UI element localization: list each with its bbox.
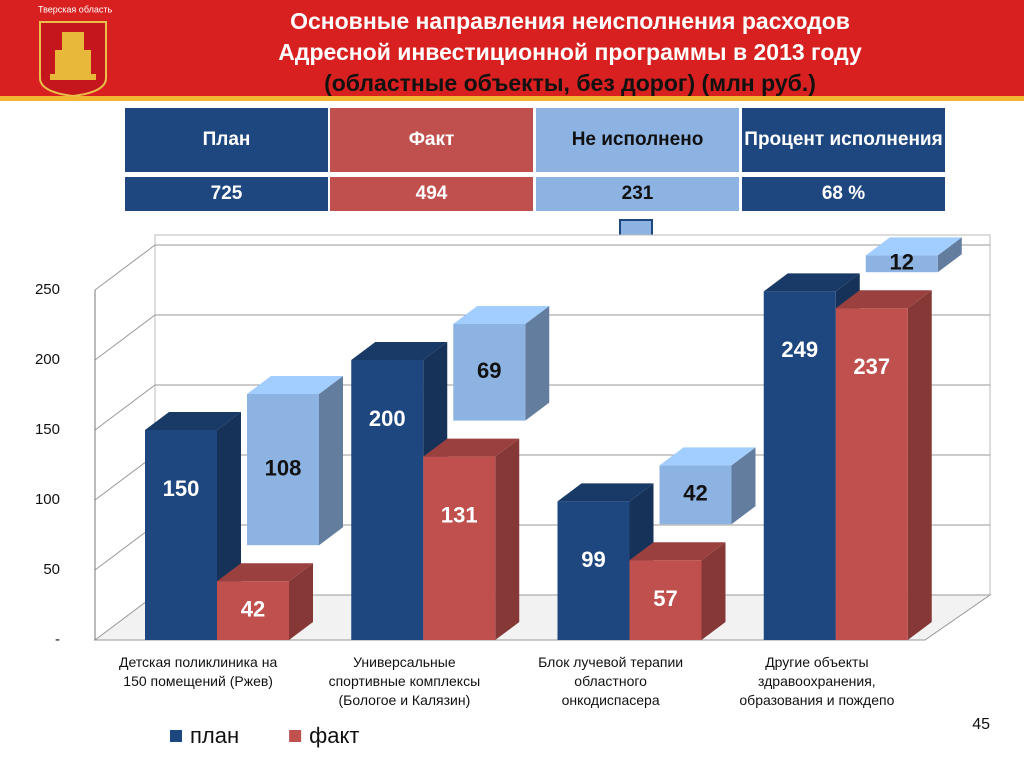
data-label: 237 [853,354,890,379]
x-tick-label: Блок лучевой терапии областного онкодисп… [538,654,684,708]
bar-side [701,542,726,640]
bar-top [659,447,756,466]
table-cell: 725 [125,177,328,211]
bar [763,291,836,640]
title-line: (областные объекты, без дорог) (млн руб.… [324,70,816,96]
bar-top [865,237,962,256]
x-tick-label: Другие объекты здравоохранения, образова… [739,654,895,708]
region-label: Тверская область [38,4,112,14]
data-label: 42 [241,596,265,621]
data-label: 108 [265,455,302,480]
bar [629,560,702,640]
data-label: 42 [683,481,707,506]
table-cell: 231 [536,177,739,211]
bar-side [937,237,962,273]
bar-side [319,376,343,546]
bar [865,255,938,273]
bar-top [247,376,343,394]
data-label: 200 [369,406,406,431]
bar-top [453,306,550,324]
grid-line [94,314,990,361]
data-label: 131 [441,502,478,527]
table-header-cell: План [125,108,328,172]
bar [423,456,496,640]
bar [453,324,526,421]
bar-side [731,447,756,525]
bar-side [289,563,313,640]
page-number: 45 [972,716,990,733]
bar-top [423,438,520,457]
coat-of-arms [39,21,107,98]
bar [247,394,319,546]
x-tick-label: Детская поликлиника на 150 помещений (Рж… [119,654,278,689]
bar-side [495,438,520,640]
data-label: 150 [163,476,200,501]
header-stripe [0,96,1024,101]
x-tick-label: Универсальные спортивные комплексы (Боло… [328,654,481,708]
y-tick-label: 250 [35,281,60,298]
bar-top [145,412,241,430]
data-label: 249 [781,337,818,362]
title-line: Адресной инвестиционной программы в 2013… [278,39,862,65]
bar-top [351,342,448,360]
data-label: 57 [653,586,677,611]
title-line: Основные направления неисполнения расход… [290,8,850,34]
y-tick-label: - [55,631,60,648]
bar [557,501,630,640]
table-cell: 494 [330,177,533,211]
legend-swatch [289,730,302,742]
table-header-cell: Не исполнено [536,108,739,172]
legend-swatch [170,730,182,742]
table-cell: 68 % [742,177,945,211]
bar [145,430,217,640]
grid-line [94,384,990,431]
data-label: 12 [890,250,914,275]
y-tick-label: 200 [35,351,60,368]
y-tick-label: 50 [43,561,60,578]
bar [351,360,424,640]
bar-top [217,563,313,582]
header-band [0,0,1024,96]
y-tick-label: 150 [35,421,60,438]
data-label: 99 [581,547,605,572]
legend-label: факт [309,723,359,748]
table-header-cell: Факт [330,108,533,172]
bar-side [525,306,550,421]
bar-top [629,542,726,561]
grid-line [94,244,990,291]
bar [659,465,732,525]
table-header-cell: Процент исполнения [742,108,945,172]
bar [217,581,289,640]
bar-top [763,273,860,292]
bar-top [835,290,932,309]
y-tick-label: 100 [35,491,60,508]
legend-label: план [190,723,239,748]
data-label: 69 [477,358,501,383]
bar-side [907,290,932,640]
bar-top [557,483,654,502]
bar [835,308,908,640]
